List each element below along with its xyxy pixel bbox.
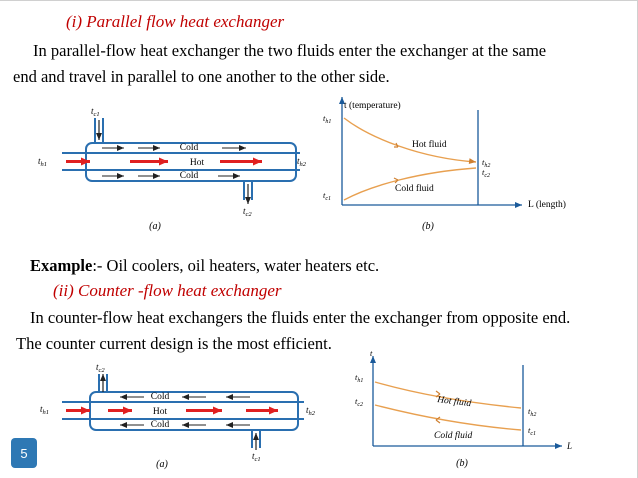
parallel-temperature-graph: t (temperature) L (length) Hot fluid Col… [323,97,566,232]
graph2-cold-label: Cold fluid [434,430,473,441]
th1-label: th1 [38,156,47,168]
example-text: :- Oil coolers, oil heaters, water heate… [92,256,380,275]
slide-frame-top [0,0,638,1]
hot-label: Hot [190,158,205,168]
cold-bottom-label: Cold [180,171,199,181]
graph2-th2: th2 [528,406,536,418]
counter-flow-line1: In counter-flow heat exchangers the flui… [30,308,571,327]
graph2-th1: th1 [355,372,363,384]
graph2-y-label: t [370,348,373,358]
hot-label-2: Hot [153,407,168,417]
th2-label-2: th2 [306,405,316,417]
graph1-hot-curve [343,117,477,163]
slide-number-badge: 5 [11,438,37,468]
graph2-hot-label: Hot fluid [436,394,472,409]
graph1-x-label: L (length) [528,199,566,210]
graph2-caption: (b) [456,458,468,469]
graph1-y-label: t (temperature) [344,100,401,111]
graph2-tc1: tc1 [528,425,536,437]
graph1-th2: th2 [482,157,490,169]
graph1-tc2: tc2 [482,167,490,179]
parallel-flow-heading: (i) Parallel flow heat exchanger [66,12,285,31]
example-label: Example [30,256,93,275]
graph1-cold-curve [343,167,477,201]
cold-bottom-label-2: Cold [151,420,170,430]
graph1-tc1: tc1 [323,190,331,202]
tc2-label: tc2 [243,206,252,218]
th1-label-2: th1 [40,404,49,416]
cold-top-label-2: Cold [151,392,170,402]
fig1-caption: (a) [149,221,161,232]
graph1-caption: (b) [422,221,434,232]
graph2-tc2: tc2 [355,396,363,408]
tc1-label: tc1 [91,106,100,118]
graph1-th1: th1 [323,113,331,125]
cold-top-label: Cold [180,143,199,153]
graph2-cold-curve [374,404,522,431]
graph2-hot-curve [374,381,522,409]
tc2-label-2: tc2 [96,362,105,374]
counter-flow-heading: (ii) Counter -flow heat exchanger [53,281,282,300]
parallel-flow-line1: In parallel-flow heat exchanger the two … [33,41,547,60]
counter-temperature-graph: t L Hot fluid Cold fluid th1 tc2 th2 tc1… [355,348,572,469]
graph1-hot-label: Hot fluid [412,139,447,150]
parallel-flow-line2: end and travel in parallel to one anothe… [13,67,390,86]
counter-exchanger-diagram: Cold Hot Cold tc2 th1 th2 tc1 (a) [40,362,316,470]
graph2-x-label: L [566,441,572,451]
parallel-exchanger-diagram: Cold Hot Cold tc1 th1 th2 tc2 (a) [38,106,307,232]
counter-flow-line2: The counter current design is the most e… [16,334,332,353]
example-line: Example:- Oil coolers, oil heaters, wate… [30,256,379,276]
th2-label: th2 [297,156,307,168]
tc1-label-2: tc1 [252,451,261,463]
graph1-cold-label: Cold fluid [395,183,434,194]
fig2-caption: (a) [156,459,168,470]
